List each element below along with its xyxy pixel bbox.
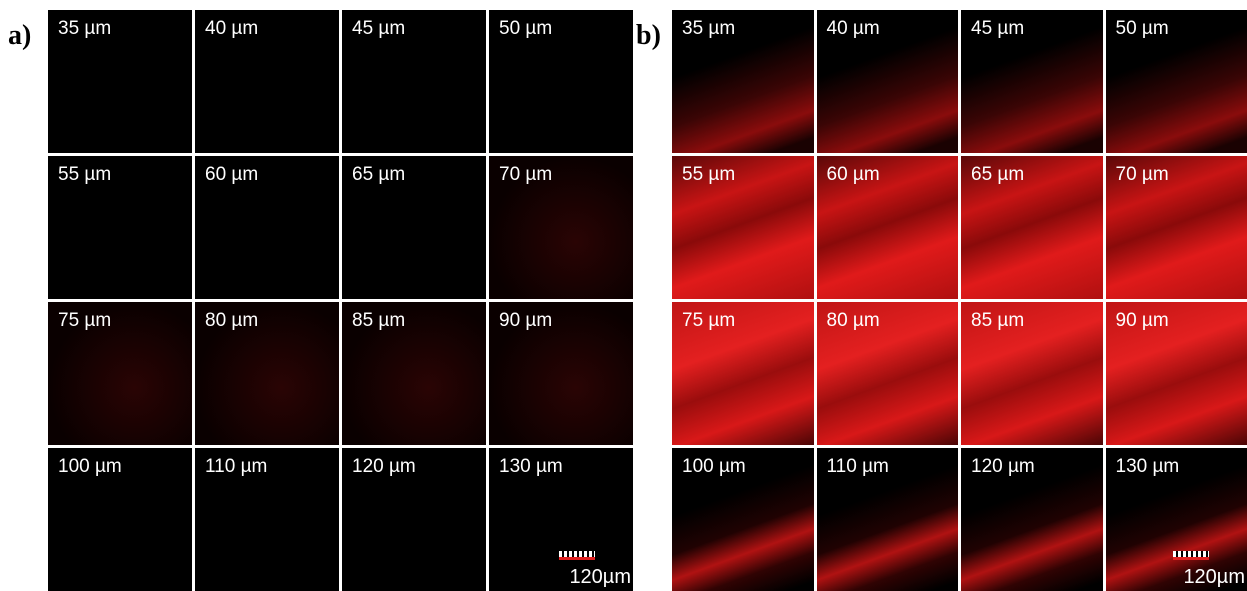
image-tile: 90 µm: [489, 302, 633, 445]
depth-label: 45 µm: [971, 18, 1025, 39]
image-tile: 75 µm: [48, 302, 192, 445]
depth-label: 100 µm: [58, 456, 122, 477]
depth-label: 60 µm: [826, 164, 880, 185]
image-tile: 130 µm 120µm: [1105, 448, 1247, 591]
scale-bar: 120µm: [559, 543, 631, 589]
image-tile: 85 µm: [961, 302, 1103, 445]
image-tile: 100 µm: [48, 448, 192, 591]
image-tile: 40 µm: [195, 10, 339, 153]
image-tile: 50 µm: [489, 10, 633, 153]
image-tile: 55 µm: [672, 156, 814, 299]
image-tile: 85 µm: [342, 302, 486, 445]
image-tile: 55 µm: [48, 156, 192, 299]
image-tile: 45 µm: [342, 10, 486, 153]
image-tile: 65 µm: [342, 156, 486, 299]
depth-label: 120 µm: [352, 456, 416, 477]
depth-label: 100 µm: [682, 456, 746, 477]
image-tile: 70 µm: [1105, 156, 1247, 299]
panel-label: b): [636, 20, 661, 51]
depth-label: 120 µm: [971, 456, 1035, 477]
depth-label: 80 µm: [205, 310, 259, 331]
depth-label: 40 µm: [826, 18, 880, 39]
image-tile: 35 µm: [672, 10, 814, 153]
panel-label: a): [8, 20, 32, 51]
depth-label: 50 µm: [499, 18, 553, 39]
image-tile: 80 µm: [816, 302, 958, 445]
image-tile: 80 µm: [195, 302, 339, 445]
depth-label: 65 µm: [971, 164, 1025, 185]
image-grid: 35 µm 40 µm 45 µm 50 µm 55 µm 60 µm 65 µm 70 µm…: [48, 10, 633, 591]
depth-label: 65 µm: [352, 164, 406, 185]
depth-label: 90 µm: [499, 310, 553, 331]
scale-bar-label: 120µm: [1183, 566, 1245, 588]
scale-bar-line: [559, 551, 595, 560]
image-tile: 50 µm: [1105, 10, 1247, 153]
image-tile: 45 µm: [961, 10, 1103, 153]
image-tile: 120 µm: [961, 448, 1103, 591]
depth-label: 35 µm: [58, 18, 112, 39]
image-tile: 65 µm: [961, 156, 1103, 299]
depth-label: 75 µm: [682, 310, 736, 331]
image-tile: 75 µm: [672, 302, 814, 445]
depth-label: 35 µm: [682, 18, 736, 39]
depth-label: 55 µm: [682, 164, 736, 185]
depth-label: 70 µm: [1115, 164, 1169, 185]
scale-bar: 120µm: [1173, 543, 1245, 589]
depth-label: 40 µm: [205, 18, 259, 39]
image-grid: 35 µm 40 µm 45 µm 50 µm 55 µm 60 µm 65 µm 70 µm…: [672, 10, 1247, 591]
image-tile: 70 µm: [489, 156, 633, 299]
image-tile: 40 µm: [816, 10, 958, 153]
depth-label: 55 µm: [58, 164, 112, 185]
depth-label: 90 µm: [1115, 310, 1169, 331]
image-tile: 60 µm: [195, 156, 339, 299]
depth-label: 130 µm: [1115, 456, 1180, 477]
image-tile: 130 µm 120µm: [489, 448, 633, 591]
depth-label: 110 µm: [205, 456, 268, 477]
scale-bar-line: [1173, 551, 1209, 560]
image-tile: 60 µm: [816, 156, 958, 299]
depth-label: 85 µm: [971, 310, 1025, 331]
image-tile: 110 µm: [195, 448, 339, 591]
image-tile: 100 µm: [672, 448, 814, 591]
depth-label: 85 µm: [352, 310, 406, 331]
depth-label: 45 µm: [352, 18, 406, 39]
scale-bar-label: 120µm: [569, 566, 631, 588]
image-tile: 35 µm: [48, 10, 192, 153]
depth-label: 110 µm: [826, 456, 889, 477]
depth-label: 50 µm: [1115, 18, 1169, 39]
image-tile: 90 µm: [1105, 302, 1247, 445]
image-tile: 120 µm: [342, 448, 486, 591]
depth-label: 70 µm: [499, 164, 553, 185]
depth-label: 80 µm: [826, 310, 880, 331]
depth-label: 75 µm: [58, 310, 112, 331]
image-tile: 110 µm: [816, 448, 958, 591]
depth-label: 130 µm: [499, 456, 563, 477]
depth-label: 60 µm: [205, 164, 259, 185]
